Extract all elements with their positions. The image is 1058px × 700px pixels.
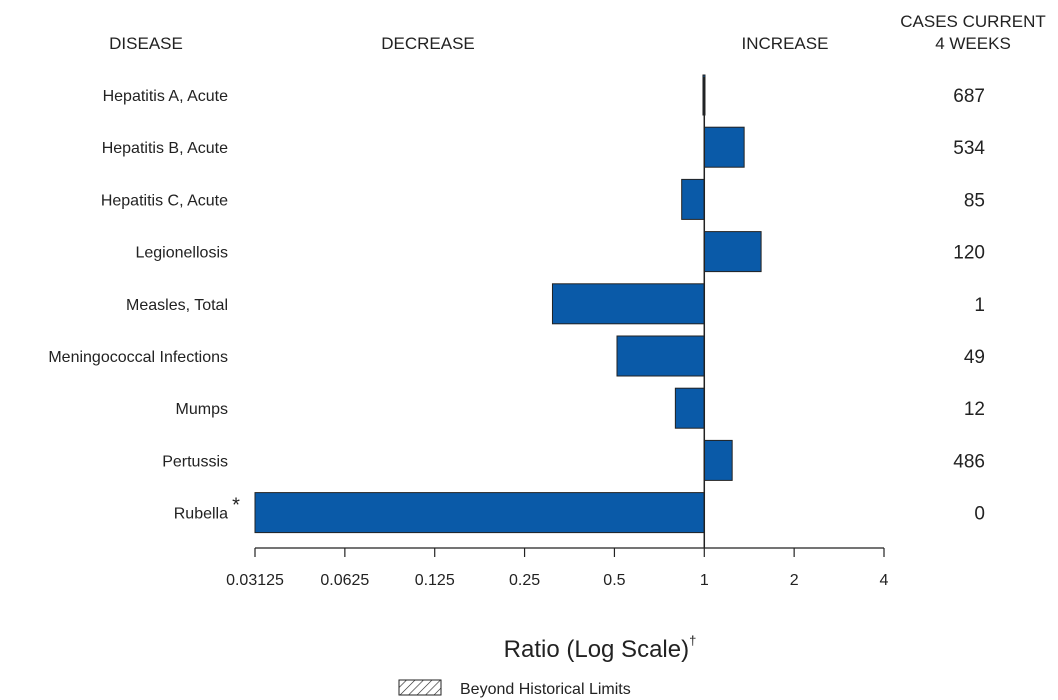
x-tick-label: 4 (880, 572, 889, 589)
cases-count-hepatitis-c-acute: 85 (964, 190, 985, 211)
cases-count-pertussis: 486 (953, 451, 985, 472)
bar-hepatitis-b-acute (703, 126, 745, 168)
cases-count-measles-total: 1 (974, 295, 985, 316)
bar-measles-total (551, 283, 705, 325)
header-cases-line1: CASES CURRENT (900, 12, 1045, 31)
category-label-meningococcal-infections: Meningococcal Infections (48, 349, 228, 366)
bar-meningococcal-infections (616, 335, 705, 377)
category-label-measles-total: Measles, Total (126, 297, 228, 314)
category-label-pertussis: Pertussis (162, 453, 228, 470)
legend-swatch-hatch (398, 679, 442, 696)
category-label-hepatitis-c-acute: Hepatitis C, Acute (101, 192, 228, 209)
bar-mumps (674, 387, 705, 429)
bar-legionellosis (703, 231, 762, 273)
cases-count-legionellosis: 120 (953, 243, 985, 264)
x-tick-label: 0.03125 (226, 572, 284, 589)
x-tick-label: 0.5 (603, 572, 625, 589)
x-axis-title: Ratio (Log Scale)† (504, 633, 697, 663)
x-tick-label: 0.125 (415, 572, 455, 589)
x-axis-title-text: Ratio (Log Scale) (504, 636, 689, 663)
header-increase: INCREASE (742, 34, 829, 53)
header-cases-line2: 4 WEEKS (935, 34, 1011, 53)
category-marker-rubella: * (232, 495, 240, 517)
bar-rubella (254, 492, 705, 534)
x-tick-label: 0.0625 (320, 572, 369, 589)
header-disease: DISEASE (109, 34, 183, 53)
cases-count-mumps: 12 (964, 399, 985, 420)
bar-hepatitis-c-acute (681, 178, 705, 220)
legend-label: Beyond Historical Limits (460, 681, 631, 698)
x-tick-label: 2 (790, 572, 799, 589)
header-decrease: DECREASE (381, 34, 475, 53)
category-label-legionellosis: Legionellosis (135, 245, 228, 262)
x-axis-title-marker: † (689, 633, 696, 648)
x-tick-label: 1 (700, 572, 709, 589)
bars (254, 74, 762, 534)
cases-count-rubella: 0 (974, 504, 985, 525)
category-label-rubella: Rubella (174, 506, 228, 523)
cases-count-meningococcal-infections: 49 (964, 347, 985, 368)
category-label-hepatitis-a-acute: Hepatitis A, Acute (103, 88, 229, 105)
cases-count-hepatitis-b-acute: 534 (953, 138, 985, 159)
category-rows: Hepatitis A, Acute 687 Hepatitis B, Acute 5… (48, 86, 985, 525)
x-axis-ticks: 0.03125 0.0625 0.125 0.25 0.5 1 2 4 (226, 548, 889, 589)
category-label-hepatitis-b-acute: Hepatitis B, Acute (102, 140, 228, 157)
bar-pertussis (703, 439, 733, 481)
cases-count-hepatitis-a-acute: 687 (953, 86, 985, 107)
category-label-mumps: Mumps (176, 401, 228, 418)
x-tick-label: 0.25 (509, 572, 540, 589)
